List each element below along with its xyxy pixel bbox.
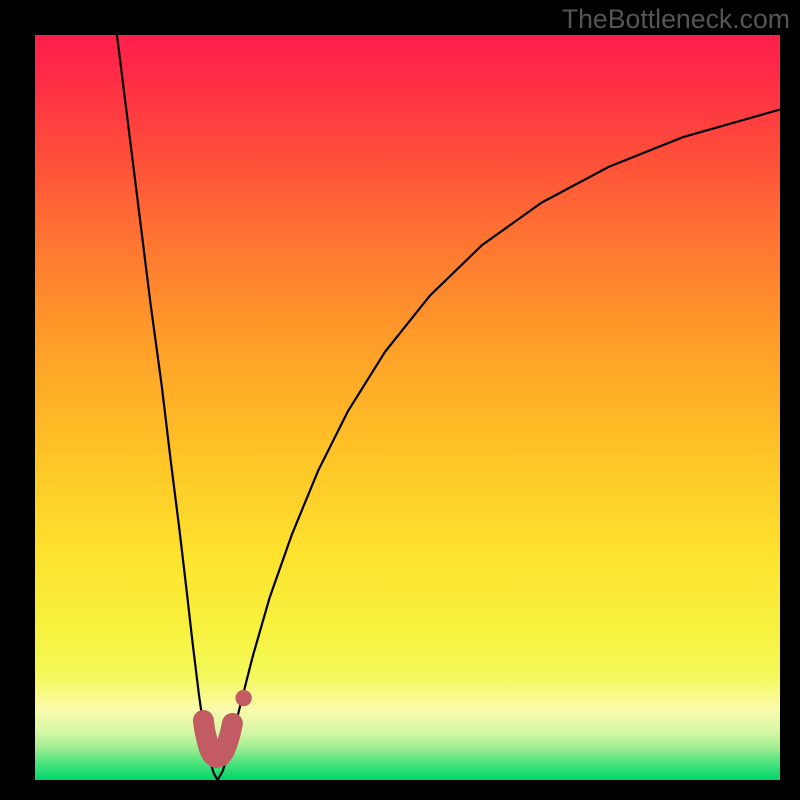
plot-area [35,35,780,780]
plot-svg [35,35,780,780]
watermark-text: TheBottleneck.com [562,4,790,35]
chart-frame: TheBottleneck.com [0,0,800,800]
gradient-background [35,35,780,780]
marker-dot [235,690,251,706]
